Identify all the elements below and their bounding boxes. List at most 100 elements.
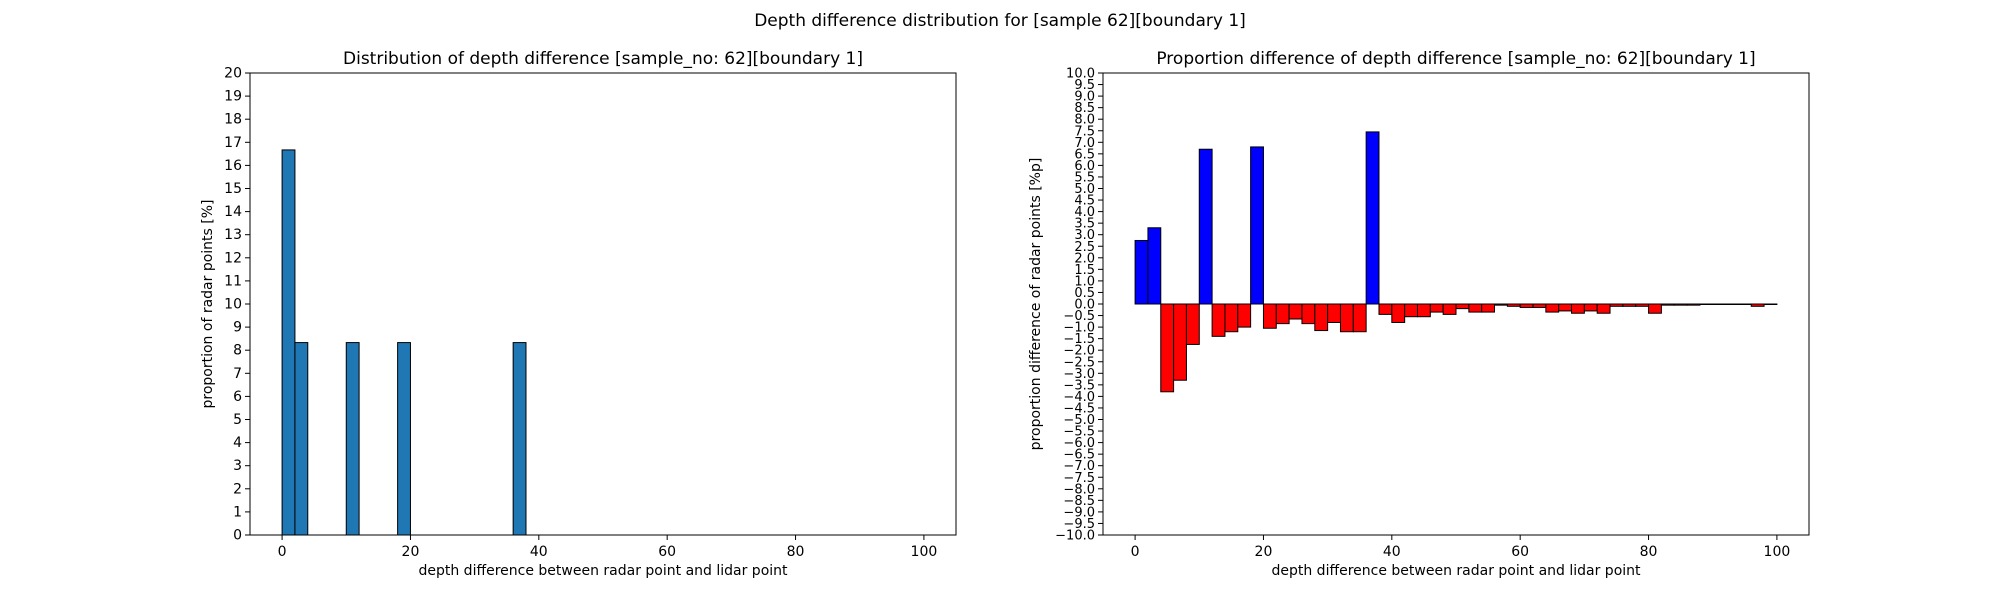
bar — [1596, 303, 1611, 314]
bar — [1583, 303, 1598, 312]
bar — [1571, 303, 1585, 314]
x-tick-label: 100 — [911, 544, 938, 560]
bar — [1635, 303, 1650, 307]
y-tick-label: 0.5 — [1074, 286, 1095, 301]
bar — [1198, 148, 1213, 305]
bar — [1185, 303, 1200, 345]
x-tick-label: 80 — [787, 544, 805, 560]
bar — [1750, 303, 1765, 307]
bar — [1211, 303, 1226, 337]
y-tick-label: 9.0 — [1074, 90, 1095, 105]
x-axis-label: depth difference between radar point and… — [1271, 563, 1641, 579]
y-tick-label: −1.0 — [1063, 321, 1095, 336]
y-tick-label: 6 — [233, 389, 242, 405]
y-tick-label: 3.0 — [1074, 228, 1095, 243]
y-tick-label: −2.5 — [1063, 355, 1095, 370]
bar — [1429, 303, 1444, 313]
y-tick-label: 5.0 — [1074, 182, 1095, 197]
chart-distribution: Distribution of depth difference [sample… — [200, 49, 957, 579]
x-axis-label: depth difference between radar point and… — [418, 563, 788, 579]
bar — [1532, 303, 1547, 308]
y-tick-label: 4 — [233, 435, 242, 451]
y-tick-label: 4.0 — [1074, 205, 1095, 220]
bar — [1558, 303, 1573, 312]
y-tick-label: −3.5 — [1063, 378, 1095, 393]
y-tick-label: 7.0 — [1074, 136, 1095, 151]
y-tick-label: −10.0 — [1055, 529, 1095, 544]
bar — [1519, 303, 1534, 308]
bar — [1673, 303, 1688, 306]
bar — [1468, 303, 1483, 313]
y-tick-label: −5.0 — [1063, 413, 1095, 428]
y-tick-label: 16 — [224, 158, 242, 174]
y-tick-label: 0 — [233, 528, 242, 544]
bar — [1737, 303, 1752, 305]
y-tick-label: 17 — [224, 135, 242, 151]
bar — [1250, 146, 1264, 305]
y-tick-label: −9.0 — [1063, 505, 1095, 520]
y-tick-label: 3.5 — [1074, 217, 1095, 232]
bar — [1288, 303, 1303, 320]
x-tick-label: 0 — [278, 544, 287, 560]
bar — [1224, 303, 1239, 333]
bar — [1314, 303, 1329, 332]
bar — [1545, 303, 1560, 313]
bar — [1352, 303, 1367, 333]
y-tick-label: 10 — [224, 297, 242, 313]
y-tick-label: −1.5 — [1063, 332, 1095, 347]
bar — [1147, 227, 1162, 305]
y-tick-label: 2.5 — [1074, 240, 1095, 255]
bar — [512, 342, 527, 536]
bar — [1378, 303, 1393, 315]
y-tick-label: −4.0 — [1063, 390, 1095, 405]
bar — [1494, 303, 1508, 306]
plot-frame — [249, 72, 957, 536]
y-tick-label: 6.5 — [1074, 147, 1095, 162]
y-axis-label: proportion of radar points [%] — [200, 199, 216, 408]
bar — [281, 149, 296, 536]
bar — [1763, 303, 1778, 305]
y-tick-label: −4.5 — [1063, 401, 1095, 416]
y-tick-label: 8 — [233, 343, 242, 359]
y-tick-label: 4.5 — [1074, 194, 1095, 209]
y-tick-label: 13 — [224, 227, 242, 243]
x-tick-label: 80 — [1640, 544, 1658, 560]
y-tick-label: 11 — [224, 273, 242, 289]
bar — [1506, 303, 1521, 307]
y-tick-label: −3.0 — [1063, 367, 1095, 382]
y-tick-label: 15 — [224, 181, 242, 197]
bar — [1339, 303, 1354, 333]
y-axis-ticks: −10.0−9.5−9.0−8.5−8.0−7.5−7.0−6.5−6.0−5.… — [1055, 67, 1103, 544]
bar — [1712, 303, 1727, 305]
y-tick-label: 9.5 — [1074, 78, 1095, 93]
chart-title: Distribution of depth difference [sample… — [343, 49, 863, 69]
chart-proportion-difference: Proportion difference of depth differenc… — [1028, 49, 1810, 579]
plot-frame — [1102, 72, 1810, 536]
y-tick-label: 6.0 — [1074, 159, 1095, 174]
bar — [1404, 303, 1418, 318]
y-tick-label: −2.0 — [1063, 344, 1095, 359]
bar — [1365, 131, 1380, 305]
bar — [1622, 303, 1637, 307]
y-tick-label: 2 — [233, 481, 242, 497]
y-axis-label: proportion difference of radar points [%… — [1028, 158, 1044, 451]
y-tick-label: −8.0 — [1063, 482, 1095, 497]
y-tick-label: −7.5 — [1063, 471, 1095, 486]
bar — [1442, 303, 1457, 315]
bar — [1262, 303, 1277, 329]
y-tick-label: 7.5 — [1074, 124, 1095, 139]
y-tick-label: 1.5 — [1074, 263, 1095, 278]
y-tick-label: 2.0 — [1074, 251, 1095, 266]
bar — [1609, 303, 1624, 307]
y-tick-label: 10.0 — [1066, 67, 1095, 82]
y-tick-label: 5 — [233, 412, 242, 428]
y-tick-label: 18 — [224, 112, 242, 128]
y-tick-label: −0.5 — [1063, 309, 1095, 324]
bar — [294, 342, 309, 536]
y-tick-label: 1 — [233, 504, 242, 520]
x-tick-label: 20 — [1255, 544, 1273, 560]
bar — [1648, 303, 1662, 314]
